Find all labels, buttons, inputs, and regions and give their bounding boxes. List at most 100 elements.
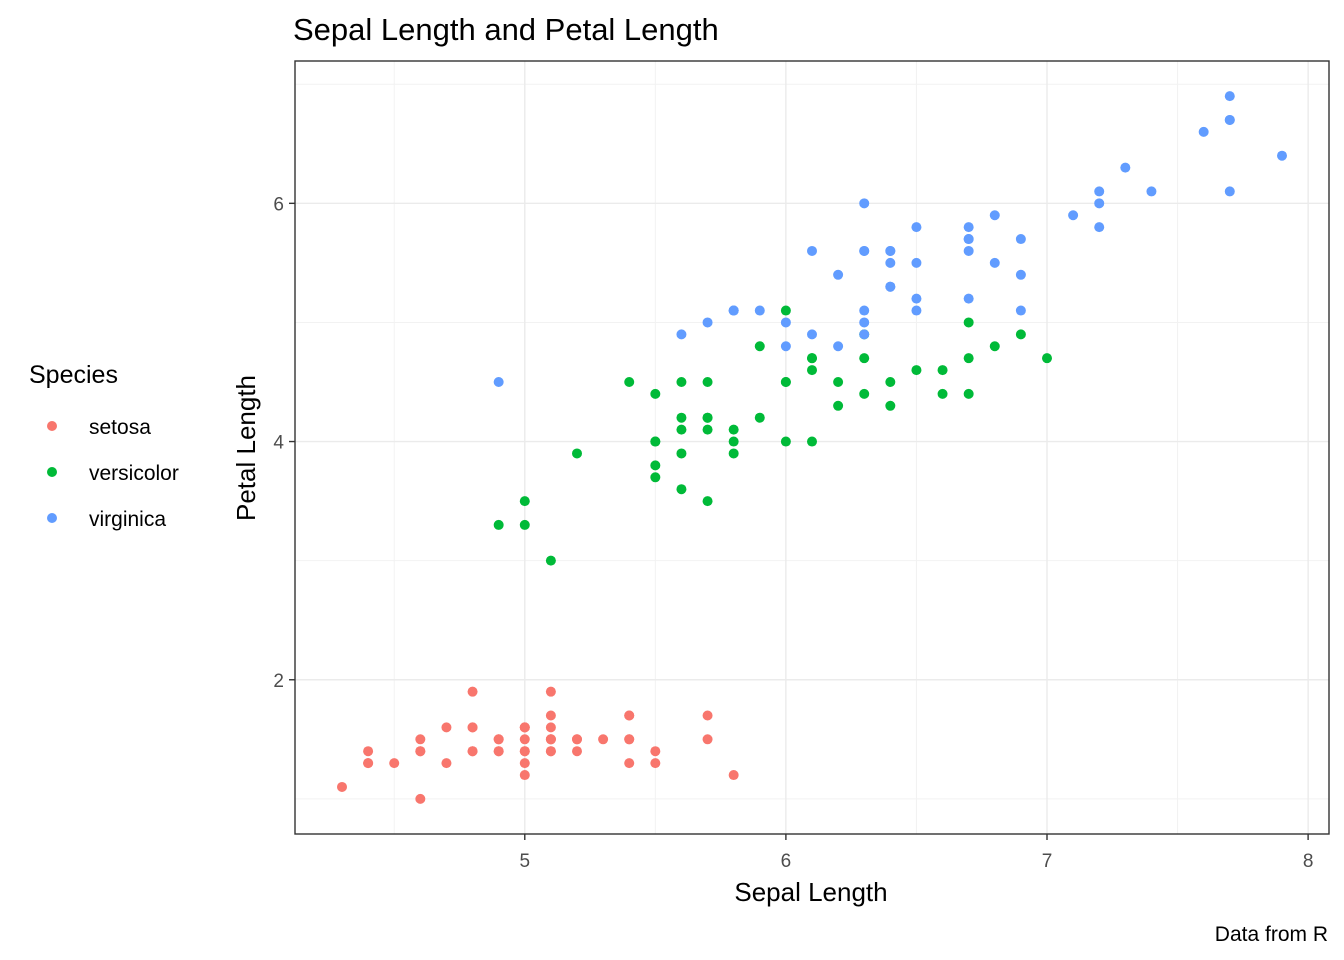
data-point-versicolor [728, 448, 739, 459]
data-point-setosa [467, 722, 478, 733]
data-point-virginica [1068, 210, 1079, 221]
data-point-virginica [1015, 305, 1026, 316]
data-point-versicolor [676, 484, 687, 495]
data-point-setosa [624, 758, 635, 769]
data-point-virginica [1015, 269, 1026, 280]
data-point-versicolor [728, 424, 739, 435]
data-point-versicolor [545, 555, 556, 566]
data-point-setosa [389, 758, 400, 769]
data-point-virginica [807, 329, 817, 340]
data-point-versicolor [676, 448, 687, 459]
data-point-setosa [650, 758, 661, 769]
data-point-setosa [624, 734, 635, 745]
data-point-setosa [519, 758, 530, 769]
data-point-versicolor [676, 376, 687, 387]
data-point-versicolor [493, 519, 504, 530]
data-point-virginica [911, 222, 922, 233]
data-point-versicolor [859, 353, 870, 364]
data-point-virginica [989, 257, 1000, 268]
data-point-versicolor [833, 376, 844, 387]
y-axis: 2 4 6 [273, 194, 295, 692]
legend-title: Species [29, 361, 118, 389]
data-point-versicolor [780, 436, 791, 447]
data-point-virginica [885, 245, 896, 256]
x-tick-label: 7 [1042, 851, 1053, 872]
plot-panel [294, 60, 1330, 835]
data-point-versicolor [937, 365, 948, 376]
data-point-setosa [572, 734, 582, 745]
legend-label-versicolor: versicolor [89, 462, 179, 485]
data-point-setosa [728, 770, 739, 781]
data-point-virginica [676, 329, 687, 340]
data-point-versicolor [911, 365, 922, 376]
data-point-versicolor [650, 388, 661, 399]
plot-background [295, 61, 1329, 834]
data-point-virginica [1224, 186, 1235, 197]
data-point-versicolor [780, 376, 791, 387]
legend-items: setosa versicolor virginica [47, 416, 179, 531]
plot-border [294, 60, 1330, 835]
chart-title: Sepal Length and Petal Length [293, 12, 719, 47]
data-point-setosa [545, 722, 556, 733]
data-point-virginica [833, 269, 844, 280]
data-point-versicolor [754, 412, 765, 423]
data-point-setosa [598, 734, 609, 745]
data-point-versicolor [937, 388, 948, 399]
data-point-virginica [1277, 150, 1287, 161]
data-point-setosa [650, 746, 661, 757]
data-point-virginica [1094, 186, 1105, 197]
data-point-versicolor [624, 376, 635, 387]
data-point-versicolor [1015, 329, 1026, 340]
data-point-virginica [493, 376, 504, 387]
data-point-virginica [911, 293, 922, 304]
data-point-versicolor [702, 376, 713, 387]
data-point-versicolor [859, 388, 870, 399]
series-setosa [337, 686, 739, 804]
minor-gridlines [295, 61, 1329, 834]
data-point-setosa [519, 734, 530, 745]
data-point-setosa [624, 710, 635, 721]
data-point-virginica [1015, 234, 1026, 245]
x-tick-label: 8 [1303, 851, 1314, 872]
data-point-setosa [441, 722, 452, 733]
data-point-versicolor [807, 436, 817, 447]
data-point-virginica [702, 317, 713, 328]
data-point-setosa [415, 734, 426, 745]
data-point-versicolor [833, 400, 844, 411]
x-axis-title: Sepal Length [734, 877, 887, 907]
data-point-setosa [545, 734, 556, 745]
data-point-versicolor [754, 341, 765, 352]
data-point-setosa [363, 758, 374, 769]
data-point-virginica [963, 222, 974, 233]
data-point-setosa [702, 710, 713, 721]
data-point-virginica [911, 257, 922, 268]
data-point-virginica [728, 305, 739, 316]
chart-caption: Data from R [1215, 923, 1328, 946]
x-axis: 5 6 7 8 [519, 834, 1313, 872]
data-point-virginica [963, 234, 974, 245]
data-point-virginica [859, 198, 870, 209]
data-point-virginica [754, 305, 765, 316]
data-point-versicolor [676, 412, 687, 423]
data-point-virginica [1224, 114, 1235, 125]
data-point-versicolor [519, 496, 530, 507]
data-point-versicolor [728, 436, 739, 447]
data-point-virginica [780, 341, 791, 352]
data-point-versicolor [885, 400, 896, 411]
data-point-virginica [963, 293, 974, 304]
data-point-versicolor [807, 365, 817, 376]
data-point-setosa [572, 746, 582, 757]
legend: Species setosa versicolor virginica [29, 361, 179, 531]
data-point-versicolor [676, 424, 687, 435]
data-point-virginica [1198, 126, 1209, 137]
legend-label-virginica: virginica [89, 508, 166, 531]
data-point-versicolor [702, 496, 713, 507]
data-point-virginica [859, 305, 870, 316]
data-point-versicolor [963, 388, 974, 399]
data-point-virginica [885, 281, 896, 292]
data-point-setosa [545, 710, 556, 721]
data-point-virginica [859, 329, 870, 340]
data-point-versicolor [572, 448, 582, 459]
data-point-virginica [807, 245, 817, 256]
